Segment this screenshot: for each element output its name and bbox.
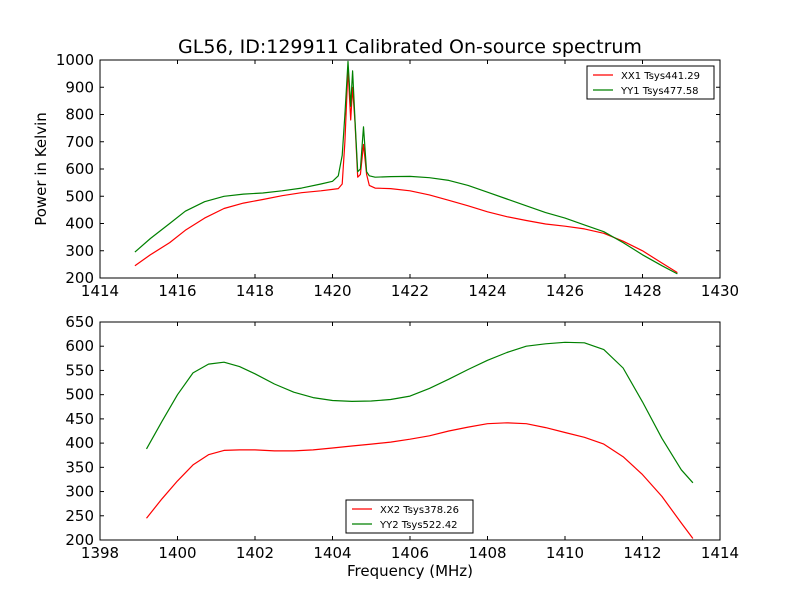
x-tick-label: 1414 [701,544,739,562]
x-tick-label: 1404 [313,544,351,562]
legend-box [345,499,474,534]
bottom-panel: 1398 1400 1402 1404 1406 1408 1410 1412 1414 200 2… [65,313,739,562]
y-tick-label: 250 [65,507,94,525]
y-tick-label: 300 [65,483,94,501]
y-tick-label: 1000 [56,51,94,69]
x-tick-label: 1414 [81,282,119,300]
x-tick-label: 1410 [546,544,584,562]
y-tick-label: 450 [65,410,94,428]
x-tick-label: 1408 [468,544,506,562]
x-tick-label: 1406 [391,544,429,562]
series-line-yy1 [134,60,678,275]
y-tick-label: 600 [65,337,94,355]
y-tick-label: 400 [65,215,94,233]
x-tick-label: 1418 [236,282,274,300]
figure-title: GL56, ID:129911 Calibrated On-source spe… [178,36,642,58]
y-tick-label: 500 [65,386,94,404]
y-tick-label: 600 [65,160,94,178]
y-tick-label: 550 [65,361,94,379]
y-axis-label: Power in Kelvin [32,112,50,226]
y-tick-label: 300 [65,242,94,260]
y-tick-label: 350 [65,458,94,476]
series-line-xx2 [146,422,694,539]
top-panel: 1414 1416 1418 1420 1422 1424 1426 1428 1430 200 3… [56,51,739,300]
x-tick-label: 1416 [158,282,196,300]
x-tick-label: 1422 [391,282,429,300]
y-tick-label: 650 [65,313,94,331]
y-tick-label: 400 [65,434,94,452]
x-axis-label: Frequency (MHz) [347,562,473,580]
y-tick-label: 700 [65,133,94,151]
series-line-xx1 [134,68,678,274]
y-tick-label: 900 [65,78,94,96]
x-tick-label: 1420 [313,282,351,300]
x-tick-label: 1412 [623,544,661,562]
x-tick-label: 1398 [81,544,119,562]
x-tick-label: 1430 [701,282,739,300]
y-tick-label: 500 [65,187,94,205]
legend: XX2 Tsys378.26 YY2 Tsys522.42 [345,499,474,534]
y-tick-label: 200 [65,269,94,287]
x-tick-label: 1424 [468,282,506,300]
x-tick-label: 1402 [236,544,274,562]
x-tick-label: 1426 [546,282,584,300]
legend: XX1 Tsys441.29 YY1 Tsys477.58 [586,65,715,100]
series-line-yy2 [145,341,694,484]
x-tick-label: 1400 [158,544,196,562]
legend-label: XX2 Tsys378.26 [380,505,459,516]
y-tick-label: 200 [65,531,94,549]
y-tick-label: 800 [65,106,94,124]
legend-label: YY1 Tsys477.58 [620,86,699,97]
legend-box [586,65,715,100]
x-tick-label: 1428 [623,282,661,300]
legend-label: YY2 Tsys522.42 [379,520,458,531]
legend-label: XX1 Tsys441.29 [621,71,700,82]
